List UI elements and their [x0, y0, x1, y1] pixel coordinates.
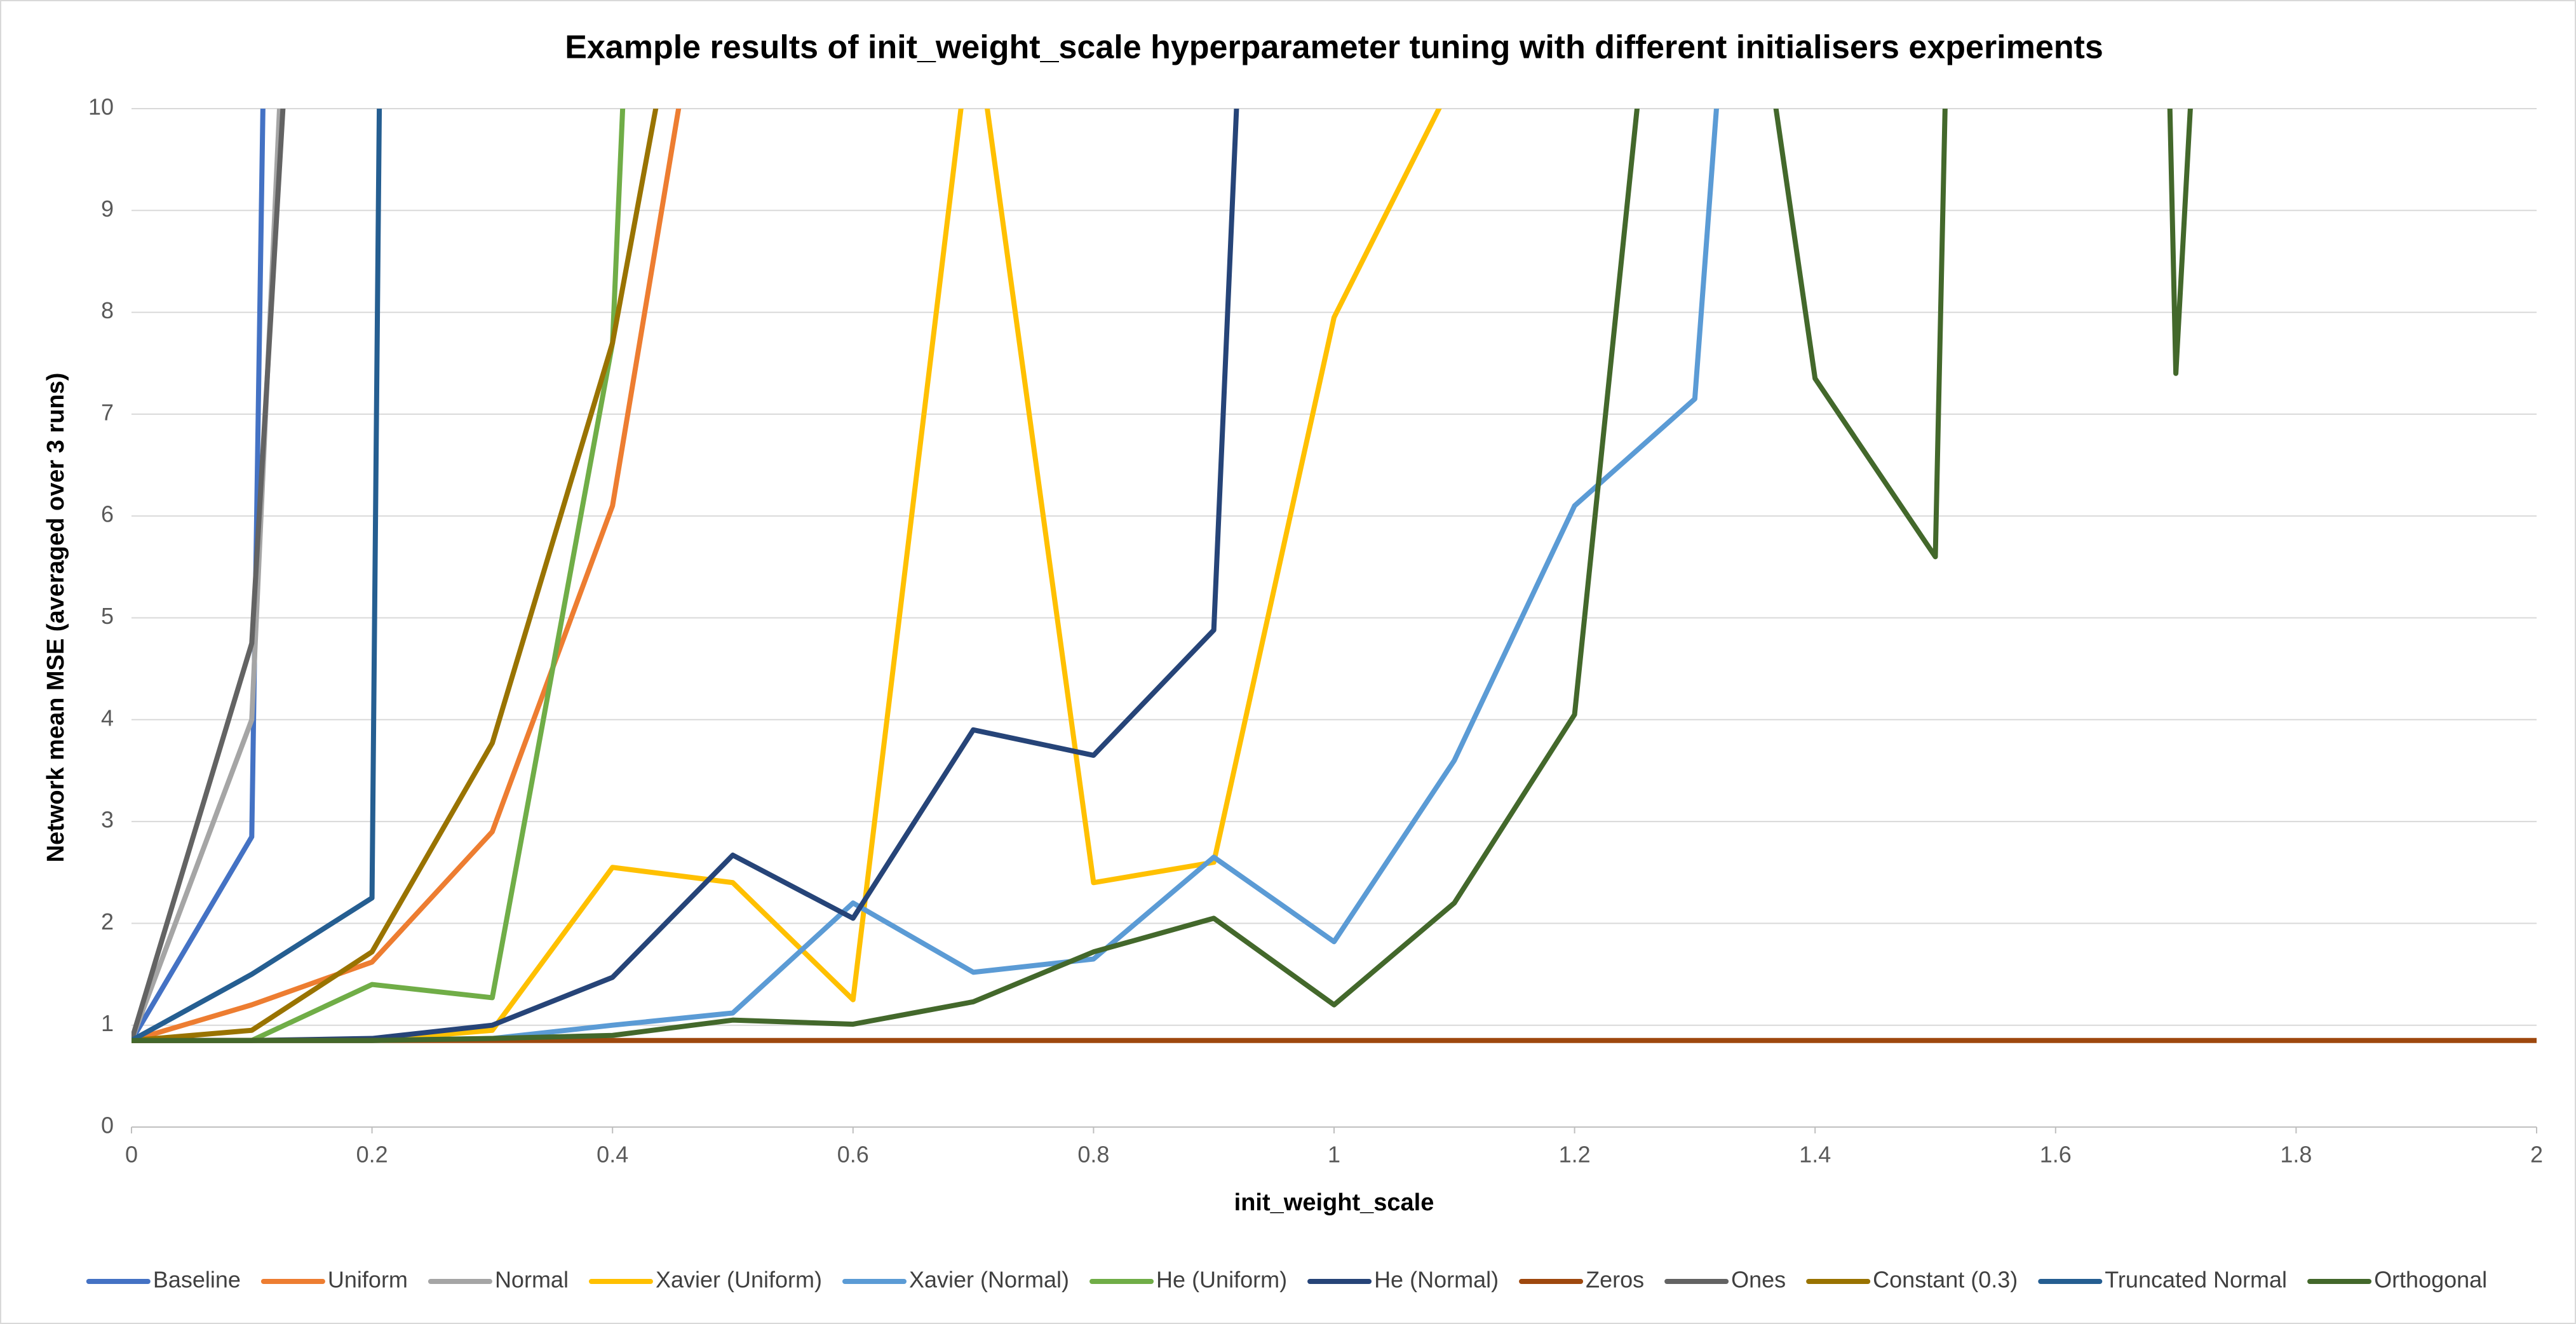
x-tick-label: 1.2	[1559, 1142, 1591, 1168]
chart-title: Example results of init_weight_scale hyp…	[565, 29, 2103, 66]
legend-label: Baseline	[153, 1267, 241, 1293]
y-tick-label: 4	[101, 705, 114, 731]
series-line	[131, 109, 2193, 1043]
legend-label: Truncated Normal	[2105, 1267, 2287, 1293]
x-axis-title: init_weight_scale	[1234, 1189, 1434, 1216]
series-line	[131, 109, 282, 1042]
legend-label: Orthogonal	[2374, 1267, 2487, 1293]
y-tick-label: 5	[101, 603, 114, 629]
x-tick-label: 0.8	[1077, 1142, 1109, 1168]
legend-label: Zeros	[1586, 1267, 1644, 1293]
x-tick-label: 0	[125, 1142, 138, 1168]
legend-label: Xavier (Normal)	[909, 1267, 1069, 1293]
x-tick-label: 0.6	[837, 1142, 869, 1168]
legend-label: Normal	[495, 1267, 569, 1293]
series-line	[131, 109, 382, 1043]
y-axis-title: Network mean MSE (averaged over 3 runs)	[43, 373, 69, 863]
y-tick-label: 7	[101, 399, 114, 425]
x-tick-label: 1.6	[2040, 1142, 2072, 1168]
legend-label: Ones	[1731, 1267, 1786, 1293]
series-line	[131, 109, 682, 1043]
legend-label: Uniform	[328, 1267, 408, 1293]
y-tick-label: 8	[101, 297, 114, 323]
y-tick-label: 0	[101, 1112, 114, 1138]
y-tick-label: 10	[88, 94, 114, 120]
x-tick-label: 1.4	[1799, 1142, 1831, 1168]
y-tick-label: 3	[101, 807, 114, 833]
legend-label: He (Normal)	[1374, 1267, 1499, 1293]
x-tick-label: 0.2	[356, 1142, 388, 1168]
y-tick-label: 2	[101, 909, 114, 935]
x-tick-label: 1.8	[2280, 1142, 2312, 1168]
plot-area	[131, 109, 2537, 1043]
y-tick-label: 6	[101, 501, 114, 527]
y-tick-label: 1	[101, 1010, 114, 1036]
legend-label: He (Uniform)	[1156, 1267, 1287, 1293]
series-line	[131, 109, 286, 1041]
x-tick-label: 0.4	[597, 1142, 628, 1168]
x-tick-label: 1	[1328, 1142, 1340, 1168]
x-tick-label: 2	[2530, 1142, 2543, 1168]
series-line	[131, 109, 266, 1042]
legend-label: Xavier (Uniform)	[656, 1267, 822, 1293]
y-tick-label: 9	[101, 196, 114, 222]
series-line	[131, 109, 659, 1043]
legend-label: Constant (0.3)	[1873, 1267, 2018, 1293]
legend: Baseline Uniform Normal Xavier (Uniform) Xav…	[86, 1267, 2487, 1293]
